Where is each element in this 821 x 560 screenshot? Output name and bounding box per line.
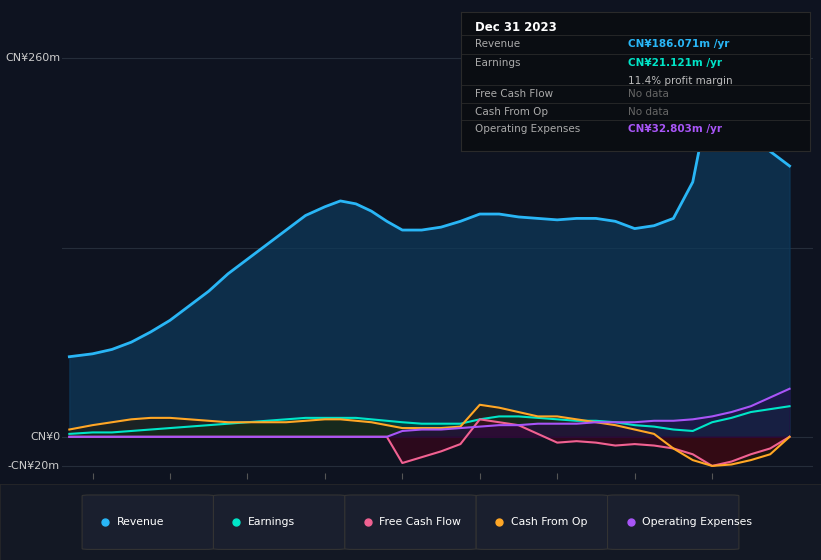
- FancyBboxPatch shape: [82, 495, 213, 549]
- Text: Dec 31 2023: Dec 31 2023: [475, 21, 557, 34]
- FancyBboxPatch shape: [213, 495, 345, 549]
- Text: Cash From Op: Cash From Op: [511, 517, 587, 527]
- Text: CN¥0: CN¥0: [30, 432, 60, 442]
- Text: CN¥32.803m /yr: CN¥32.803m /yr: [628, 124, 722, 134]
- Text: Free Cash Flow: Free Cash Flow: [475, 90, 553, 99]
- Text: CN¥186.071m /yr: CN¥186.071m /yr: [628, 39, 729, 49]
- Text: CN¥260m: CN¥260m: [5, 53, 60, 63]
- Text: No data: No data: [628, 107, 669, 116]
- FancyBboxPatch shape: [476, 495, 608, 549]
- Text: Operating Expenses: Operating Expenses: [475, 124, 580, 134]
- Text: 11.4% profit margin: 11.4% profit margin: [628, 76, 732, 86]
- FancyBboxPatch shape: [608, 495, 739, 549]
- Text: CN¥21.121m /yr: CN¥21.121m /yr: [628, 58, 722, 68]
- Text: Earnings: Earnings: [475, 58, 520, 68]
- Text: Revenue: Revenue: [117, 517, 164, 527]
- Text: Cash From Op: Cash From Op: [475, 107, 548, 116]
- Text: Revenue: Revenue: [475, 39, 520, 49]
- FancyBboxPatch shape: [345, 495, 476, 549]
- Text: No data: No data: [628, 90, 669, 99]
- Text: Operating Expenses: Operating Expenses: [642, 517, 752, 527]
- Text: Free Cash Flow: Free Cash Flow: [379, 517, 461, 527]
- Text: Earnings: Earnings: [248, 517, 295, 527]
- Text: -CN¥20m: -CN¥20m: [8, 461, 60, 471]
